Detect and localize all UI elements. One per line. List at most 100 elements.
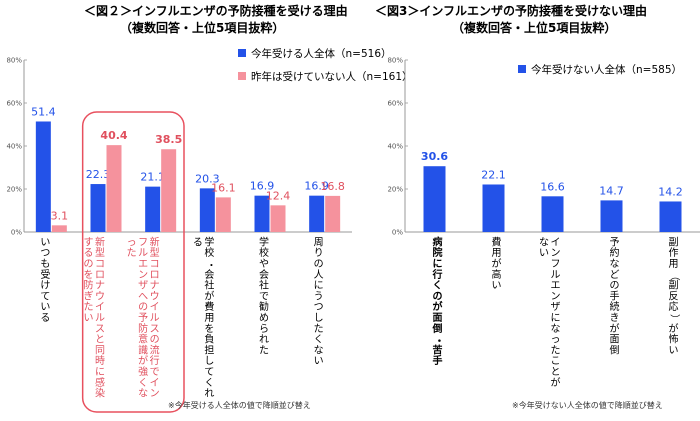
category-label-char: つ [314,302,324,313]
category-label-char: も [40,258,50,270]
category-label-char: る [193,236,203,248]
category-label-char: の [314,259,324,270]
category-label-char: な [610,258,620,270]
category-label-char: 担 [204,344,214,356]
data-label: 12.4 [266,189,291,202]
category-label-char: ・ [204,260,215,270]
category-label-char: ウ [95,290,105,302]
chart-title: ＜図２＞インフルエンザの予防接種を受ける理由 [84,3,348,18]
category-label-char: 会 [204,268,214,281]
category-label-char: な [551,323,561,335]
category-label-char: 受 [40,269,50,281]
category-label-char: と [551,366,561,378]
category-label-char: ル [551,270,561,281]
category-label-char: 学 [204,235,214,248]
y-tick-label: 80% [6,57,22,65]
category-label-char: ル [95,313,105,324]
category-label-char: フ [138,237,148,248]
bar-1-2 [215,197,231,232]
category-label-char: の [84,259,94,270]
category-label-char: イ [95,302,105,313]
category-label-char: で [259,291,269,302]
category-label-char: ス [150,324,160,335]
category-label-char: た [314,323,324,335]
category-label-char: エ [551,281,561,292]
category-label-char: を [84,269,94,281]
data-label: 21.1 [140,171,165,184]
category-label-char: 校 [204,246,214,259]
bar-1-2 [106,145,122,232]
data-label: 16.1 [211,181,236,194]
bar-2-1 [600,200,623,232]
category-label-char: 型 [150,246,160,259]
data-label: 16.6 [540,180,565,193]
category-label-char: 新 [150,235,160,248]
category-label-char: イ [150,378,160,389]
category-label-char: ン [138,270,148,281]
category-label-char: エ [138,259,148,270]
category-label-char: ・ [432,336,443,346]
category-label-char: し [314,312,324,324]
category-label-char: り [314,247,324,259]
category-label-char: 人 [314,269,324,281]
category-label-char: め [259,312,269,324]
data-label: 22.1 [481,168,506,181]
category-label-char: が [433,300,444,313]
bar-1-1 [254,195,270,232]
category-label-char: る [84,247,94,259]
category-label-char: 副 [669,280,679,292]
category-label-char: た [551,344,561,356]
legend-swatch [238,72,246,80]
category-label-char: 費 [204,300,214,313]
y-tick-label: 40% [387,143,403,151]
category-label-char: た [84,301,94,313]
category-label-char: の [138,302,148,313]
chart-subtitle: （複数回答・上位5項目抜粋） [452,20,616,35]
category-label-char: が [551,376,561,389]
category-label-char: 社 [204,279,214,292]
category-label-char: 染 [95,387,105,400]
category-label-char: い [40,237,50,248]
bar-2-1 [482,184,505,232]
bar-2-1 [541,196,564,232]
category-label-char: 時 [95,355,105,367]
data-label: 14.7 [599,184,624,197]
category-label-char: 費 [492,235,502,248]
legend-label: 今年受ける人全体（n=516） [251,47,392,60]
category-label-char: ン [551,291,561,302]
category-label-char: ナ [150,280,160,292]
bar-1-2 [161,149,177,232]
category-label-char: 周 [314,236,324,248]
category-label-char: 用 [492,248,502,259]
y-tick-label: 60% [6,100,22,108]
category-label-char: 社 [259,279,269,292]
bar-1-1 [90,184,106,232]
category-label-char: っ [127,237,137,248]
category-label-char: 高 [492,268,502,281]
category-label-char: 会 [259,268,269,281]
category-label-char: 防 [138,322,148,335]
category-label-char: 手 [610,289,620,302]
category-label-char: う [314,290,324,302]
category-label-char: に [95,366,105,378]
category-label-char: く [433,280,443,292]
category-label-char: い [669,345,679,356]
category-label-char: ロ [95,270,105,281]
category-label-char: 予 [610,236,620,248]
category-label-char: い [492,281,502,292]
category-label-char: コ [95,259,105,270]
category-label-char: ル [150,313,160,324]
category-label-char: け [40,280,50,292]
category-label-char: て [204,367,214,378]
category-label-char: 院 [433,246,443,259]
bar-1-2 [51,225,67,232]
bar-1-1 [309,195,325,232]
legend-swatch [518,65,526,73]
footnote: ※今年受ける人全体の値で降順並び替え [168,400,311,410]
category-label-char: 新 [95,235,105,248]
category-label-char: い [314,356,324,367]
